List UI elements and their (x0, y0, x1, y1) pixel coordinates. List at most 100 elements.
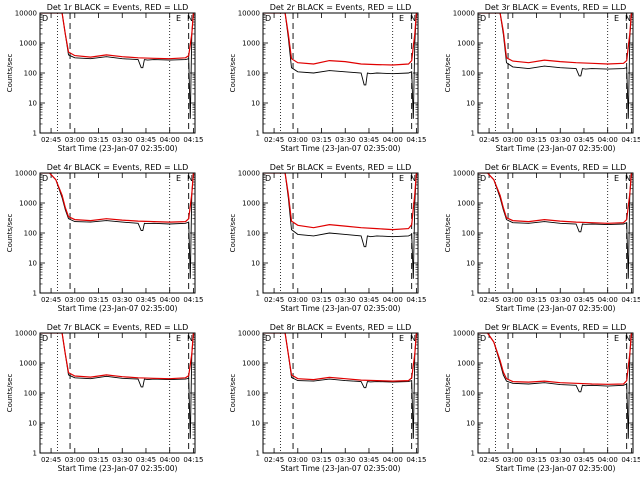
x-axis-label: Start Time (23-Jan-07 02:35:00) (281, 304, 401, 313)
y-tick-label: 10 (251, 260, 260, 268)
corner-label: E (399, 174, 404, 183)
x-tick-label: 03:00 (503, 456, 523, 464)
x-tick-label: 04:15 (183, 296, 203, 304)
y-tick-label: 10000 (15, 170, 37, 178)
lld-series-line (40, 173, 195, 223)
x-tick-label: 02:45 (479, 136, 499, 144)
x-tick-label: 04:15 (621, 136, 640, 144)
chart-title: Det 3r BLACK = Events, RED = LLD (485, 3, 627, 12)
lld-series-line (40, 333, 195, 380)
x-tick-label: 03:45 (574, 456, 594, 464)
plot-frame (477, 332, 634, 454)
corner-label: D (265, 174, 271, 183)
x-tick-label: 04:00 (160, 296, 180, 304)
plot-frame (39, 12, 196, 134)
y-tick-label: 1000 (19, 200, 37, 208)
chart-title: Det 8r BLACK = Events, RED = LLD (270, 323, 412, 332)
y-tick-label: 10000 (453, 10, 475, 18)
y-tick-label: 10 (251, 100, 260, 108)
chart-title: Det 1r BLACK = Events, RED = LLD (47, 3, 189, 12)
x-tick-label: 04:15 (621, 456, 640, 464)
corner-label: N (187, 174, 193, 183)
corner-label: N (625, 174, 631, 183)
y-tick-label: 1000 (457, 40, 475, 48)
corner-label: N (410, 174, 416, 183)
lld-series-line (263, 13, 418, 66)
x-tick-label: 04:15 (183, 136, 203, 144)
y-tick-label: 1 (33, 450, 37, 458)
y-tick-label: 100 (462, 390, 475, 398)
corner-label: E (614, 334, 619, 343)
y-tick-label: 1 (471, 130, 475, 138)
lld-series-line (478, 13, 633, 65)
y-tick-label: 10 (28, 260, 37, 268)
y-tick-label: 1 (33, 130, 37, 138)
x-tick-label: 03:00 (65, 136, 85, 144)
x-tick-label: 03:15 (311, 456, 331, 464)
y-tick-label: 10000 (238, 10, 260, 18)
corner-label: D (265, 14, 271, 23)
y-tick-label: 100 (462, 230, 475, 238)
y-tick-label: 1 (256, 130, 260, 138)
chart-panel: Det 1r BLACK = Events, RED = LLD 1 10 100 10… (6, 3, 204, 153)
x-tick-label: 02:45 (264, 136, 284, 144)
plot-frame (477, 12, 634, 134)
chart-title: Det 6r BLACK = Events, RED = LLD (485, 163, 627, 172)
y-tick-label: 100 (247, 390, 260, 398)
y-axis-label: Counts/sec (444, 54, 452, 93)
corner-label: D (42, 14, 48, 23)
x-axis-label: Start Time (23-Jan-07 02:35:00) (281, 144, 401, 153)
y-tick-label: 100 (462, 70, 475, 78)
x-tick-label: 03:30 (550, 136, 570, 144)
x-tick-label: 04:00 (598, 456, 618, 464)
lld-series-line (263, 333, 418, 382)
y-tick-label: 1000 (19, 40, 37, 48)
x-tick-label: 04:15 (621, 296, 640, 304)
x-tick-label: 02:45 (479, 296, 499, 304)
corner-label: N (187, 334, 193, 343)
x-tick-label: 03:30 (112, 136, 132, 144)
x-tick-label: 04:00 (383, 456, 403, 464)
x-tick-label: 03:30 (550, 456, 570, 464)
plot-frame (262, 12, 419, 134)
x-tick-label: 02:45 (41, 296, 61, 304)
y-axis-label: Counts/sec (229, 54, 237, 93)
y-tick-label: 10000 (453, 170, 475, 178)
plot-frame (477, 172, 634, 294)
corner-label: E (176, 334, 181, 343)
x-tick-label: 03:30 (112, 296, 132, 304)
x-axis-label: Start Time (23-Jan-07 02:35:00) (281, 464, 401, 473)
x-tick-label: 04:15 (183, 456, 203, 464)
x-tick-label: 03:15 (526, 136, 546, 144)
plot-frame (262, 172, 419, 294)
plot-frame (39, 172, 196, 294)
chart-panel: Det 5r BLACK = Events, RED = LLD 1 10 100 10… (229, 163, 427, 313)
plot-frame (39, 332, 196, 454)
y-tick-label: 10000 (453, 330, 475, 338)
corner-label: D (265, 334, 271, 343)
chart-title: Det 5r BLACK = Events, RED = LLD (270, 163, 412, 172)
y-tick-label: 100 (24, 390, 37, 398)
events-series-line (40, 13, 195, 119)
x-tick-label: 03:30 (550, 296, 570, 304)
x-tick-label: 04:00 (160, 136, 180, 144)
corner-label: D (480, 14, 486, 23)
x-tick-label: 03:45 (574, 136, 594, 144)
events-series-line (40, 173, 195, 279)
y-tick-label: 1000 (457, 360, 475, 368)
x-axis-label: Start Time (23-Jan-07 02:35:00) (496, 144, 616, 153)
chart-panel: Det 7r BLACK = Events, RED = LLD 1 10 100 10… (6, 323, 204, 473)
corner-label: E (399, 14, 404, 23)
y-tick-label: 10 (466, 100, 475, 108)
y-tick-label: 10 (466, 260, 475, 268)
y-tick-label: 10 (28, 420, 37, 428)
x-tick-label: 04:00 (598, 296, 618, 304)
x-tick-label: 03:30 (112, 456, 132, 464)
events-series-line (478, 13, 633, 119)
x-tick-label: 03:45 (136, 136, 156, 144)
corner-label: D (480, 334, 486, 343)
chart-panel: Det 3r BLACK = Events, RED = LLD 1 10 100 10… (444, 3, 640, 153)
chart-title: Det 2r BLACK = Events, RED = LLD (270, 3, 412, 12)
y-tick-label: 10000 (15, 10, 37, 18)
